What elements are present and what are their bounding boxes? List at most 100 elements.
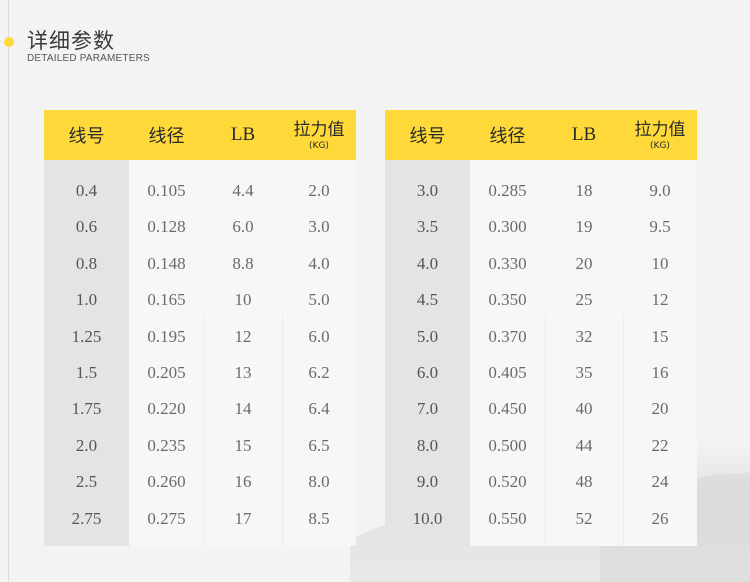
cell-line-no: 6.0: [416, 363, 439, 382]
cell-lb: 15: [234, 435, 252, 455]
cell-strength: 16: [651, 363, 669, 382]
cell-line-no: 4.5: [416, 290, 439, 310]
table-row: 7.0 0.450 40 20: [385, 391, 697, 427]
params-table-right: 线号 线径 LB 拉力值 (KG) 3.0 0.285 18 9.0 3.5 0.300 1…: [385, 110, 697, 546]
cell-diameter: 0.330: [488, 253, 527, 273]
cell-line-no: 2.5: [75, 472, 98, 492]
cell-line-no: 5.0: [416, 326, 439, 346]
table-row: 1.75 0.220 14 6.4: [44, 391, 356, 427]
cell-lb: 17: [234, 508, 252, 528]
table-row: 2.5 0.260 16 8.0: [44, 464, 356, 500]
cell-line-no: 4.0: [416, 253, 439, 273]
cell-line-no: 0.6: [75, 217, 98, 237]
table-header: 线号 线径 LB 拉力值 (KG): [44, 110, 356, 160]
cell-line-no: 1.75: [71, 399, 102, 419]
cell-strength: 4.0: [308, 253, 330, 273]
table-row: 0.8 0.148 8.8 4.0: [44, 246, 356, 282]
cell-diameter: 0.105: [147, 181, 186, 200]
cell-lb: 6.0: [232, 217, 254, 237]
cell-lb: 19: [575, 217, 593, 237]
header-lb: LB: [571, 124, 597, 145]
table-row: 3.5 0.300 19 9.5: [385, 209, 697, 245]
first-column-background: [44, 160, 129, 546]
section-subtitle: DETAILED PARAMETERS: [27, 53, 150, 64]
cell-strength: 6.0: [308, 326, 330, 346]
table-row: 4.0 0.330 20 10: [385, 246, 697, 282]
cell-strength: 8.0: [308, 472, 330, 492]
cell-line-no: 10.0: [412, 508, 443, 528]
cell-strength: 15: [651, 326, 669, 346]
first-column-background: [385, 160, 470, 546]
header-strength-unit: (KG): [309, 140, 329, 151]
cell-diameter: 0.235: [147, 435, 186, 455]
cell-strength: 6.4: [308, 399, 330, 419]
section-title: 详细参数: [27, 29, 115, 53]
table-row: 0.6 0.128 6.0 3.0: [44, 209, 356, 245]
column-divider: [282, 315, 283, 546]
cell-lb: 40: [575, 399, 593, 419]
cell-diameter: 0.260: [147, 472, 186, 492]
cell-lb: 10: [234, 290, 252, 310]
cell-line-no: 1.25: [71, 326, 102, 346]
cell-strength: 12: [651, 290, 669, 310]
cell-diameter: 0.405: [488, 363, 527, 382]
cell-diameter: 0.165: [147, 290, 186, 310]
cell-strength: 20: [651, 399, 669, 419]
cell-lb: 35: [575, 363, 593, 382]
table-row: 5.0 0.370 32 15: [385, 319, 697, 355]
cell-line-no: 0.8: [75, 253, 98, 273]
cell-diameter: 0.195: [147, 326, 186, 346]
cell-strength: 6.5: [308, 435, 330, 455]
header-strength: 拉力值 (KG): [282, 110, 356, 160]
cell-lb: 8.8: [232, 253, 254, 273]
cell-line-no: 2.75: [71, 508, 102, 528]
params-table-left: 线号 线径 LB 拉力值 (KG) 0.4 0.105 4.4 2.0 0.6 0.128…: [44, 110, 356, 546]
header-line-no: 线号: [68, 126, 105, 147]
table-row: 2.0 0.235 15 6.5: [44, 428, 356, 464]
cell-diameter: 0.500: [488, 435, 527, 455]
cell-lb: 18: [575, 181, 593, 200]
cell-lb: 4.4: [232, 181, 254, 200]
timeline-line: [8, 0, 9, 582]
cell-strength: 22: [651, 435, 669, 455]
cell-strength: 3.0: [308, 217, 330, 237]
cell-line-no: 0.4: [75, 181, 98, 200]
cell-diameter: 0.370: [488, 326, 527, 346]
header-strength-label: 拉力值: [293, 119, 345, 140]
header-lb: LB: [230, 124, 256, 145]
cell-lb: 13: [234, 363, 252, 382]
cell-diameter: 0.550: [488, 508, 527, 528]
cell-lb: 44: [575, 435, 593, 455]
cell-strength: 10: [651, 253, 669, 273]
cell-line-no: 3.5: [416, 217, 439, 237]
cell-diameter: 0.300: [488, 217, 527, 237]
cell-lb: 48: [575, 472, 593, 492]
table-row: 0.4 0.105 4.4 2.0: [44, 173, 356, 209]
cell-diameter: 0.205: [147, 363, 186, 382]
cell-strength: 24: [651, 472, 669, 492]
cell-diameter: 0.275: [147, 508, 186, 528]
cell-lb: 14: [234, 399, 252, 419]
cell-diameter: 0.285: [488, 181, 527, 200]
cell-diameter: 0.350: [488, 290, 527, 310]
header-strength-unit: (KG): [650, 140, 670, 151]
table-row: 1.5 0.205 13 6.2: [44, 355, 356, 391]
cell-line-no: 7.0: [416, 399, 439, 419]
table-row: 1.0 0.165 10 5.0: [44, 282, 356, 318]
cell-strength: 9.0: [649, 181, 671, 200]
cell-strength: 8.5: [308, 508, 330, 528]
cell-diameter: 0.148: [147, 253, 186, 273]
cell-diameter: 0.128: [147, 217, 186, 237]
cell-line-no: 1.0: [75, 290, 98, 310]
cell-diameter: 0.220: [147, 399, 186, 419]
cell-strength: 26: [651, 508, 669, 528]
table-row: 1.25 0.195 12 6.0: [44, 319, 356, 355]
header-diameter: 线径: [489, 126, 526, 147]
cell-diameter: 0.520: [488, 472, 527, 492]
cell-line-no: 2.0: [75, 435, 98, 455]
cell-diameter: 0.450: [488, 399, 527, 419]
table-row: 9.0 0.520 48 24: [385, 464, 697, 500]
table-row: 6.0 0.405 35 16: [385, 355, 697, 391]
column-divider: [623, 315, 624, 546]
header-diameter: 线径: [148, 126, 185, 147]
